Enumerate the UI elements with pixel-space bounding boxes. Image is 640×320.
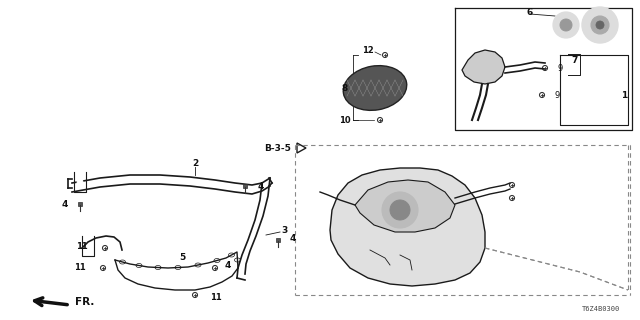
Text: 4: 4 bbox=[290, 234, 296, 243]
Text: 4: 4 bbox=[61, 199, 68, 209]
Text: 6: 6 bbox=[527, 7, 533, 17]
Circle shape bbox=[382, 192, 418, 228]
Circle shape bbox=[390, 200, 410, 220]
Circle shape bbox=[560, 19, 572, 31]
Text: 2: 2 bbox=[192, 158, 198, 167]
Text: 10: 10 bbox=[339, 116, 351, 124]
Text: 9: 9 bbox=[554, 91, 559, 100]
Text: 4: 4 bbox=[258, 181, 264, 190]
Polygon shape bbox=[355, 180, 455, 232]
Text: 11: 11 bbox=[76, 242, 88, 251]
Text: 11: 11 bbox=[210, 292, 221, 301]
Polygon shape bbox=[330, 168, 485, 286]
Text: B-3-5: B-3-5 bbox=[264, 143, 291, 153]
Text: 5: 5 bbox=[179, 253, 185, 262]
Text: 8: 8 bbox=[342, 84, 348, 92]
Text: 7: 7 bbox=[572, 55, 578, 65]
Text: 11: 11 bbox=[74, 263, 86, 273]
Text: 9: 9 bbox=[557, 63, 563, 73]
Polygon shape bbox=[462, 50, 505, 84]
Ellipse shape bbox=[343, 66, 407, 110]
Circle shape bbox=[591, 16, 609, 34]
Circle shape bbox=[596, 21, 604, 29]
Text: FR.: FR. bbox=[75, 297, 94, 307]
Circle shape bbox=[582, 7, 618, 43]
Text: 3: 3 bbox=[282, 226, 288, 235]
Text: 12: 12 bbox=[362, 45, 374, 54]
Text: 1: 1 bbox=[621, 91, 627, 100]
Text: 4: 4 bbox=[225, 260, 232, 269]
Circle shape bbox=[553, 12, 579, 38]
Text: T6Z4B0300: T6Z4B0300 bbox=[582, 306, 620, 312]
Circle shape bbox=[77, 179, 83, 185]
